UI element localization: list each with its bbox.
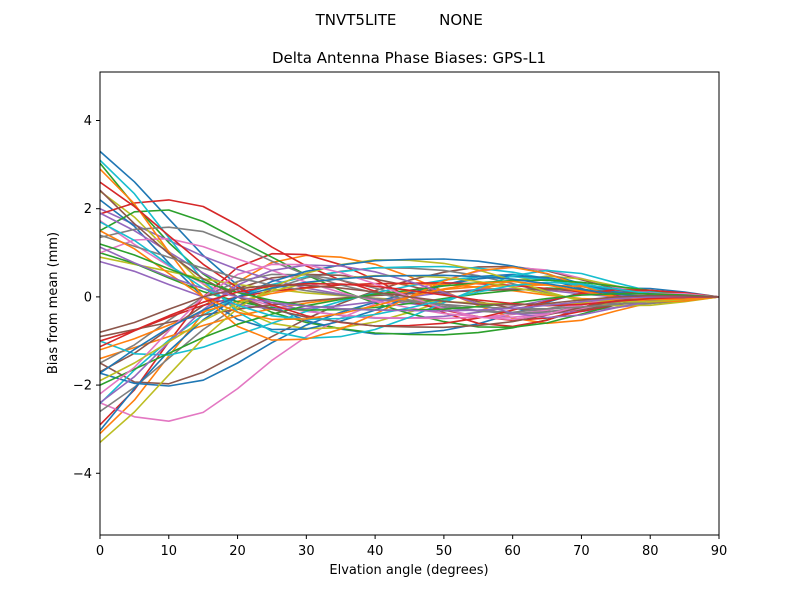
x-tick-label: 90 — [711, 544, 728, 559]
series-lines-group — [100, 150, 719, 444]
x-tick-label: 20 — [229, 544, 246, 559]
x-tick-label: 70 — [573, 544, 590, 559]
y-axis-ticks: −4 −2 0 2 4 — [73, 114, 100, 482]
y-tick-label: 0 — [84, 290, 92, 305]
x-tick-label: 40 — [367, 544, 384, 559]
bias-series-line — [100, 159, 719, 340]
figure-suptitle-radome: NONE — [439, 11, 483, 29]
bias-series-line — [100, 281, 719, 348]
x-axis-ticks: 0 10 20 30 40 50 60 70 80 90 — [96, 535, 727, 559]
x-tick-label: 10 — [161, 544, 178, 559]
bias-series-line — [100, 258, 719, 432]
y-tick-label: −2 — [73, 379, 92, 394]
bias-series-line — [100, 181, 719, 327]
y-tick-label: −4 — [73, 467, 92, 482]
bias-series-line — [100, 254, 719, 435]
bias-series-line — [100, 282, 719, 342]
x-tick-label: 50 — [436, 544, 453, 559]
bias-series-line — [100, 226, 719, 315]
x-tick-label: 80 — [642, 544, 659, 559]
bias-series-line — [100, 234, 719, 310]
bias-series-line — [100, 246, 719, 312]
axes-frame — [99, 71, 720, 536]
x-tick-label: 30 — [298, 544, 315, 559]
bias-series-line — [100, 284, 719, 334]
y-tick-label: 4 — [84, 114, 92, 129]
axes-title: Delta Antenna Phase Biases: GPS-L1 — [272, 49, 546, 67]
x-tick-label: 0 — [96, 544, 104, 559]
figure-suptitle-station: TNVT5LITE — [315, 11, 397, 29]
x-tick-label: 60 — [504, 544, 521, 559]
y-axis-label: Bias from mean (mm) — [46, 232, 61, 374]
x-axis-label: Elvation angle (degrees) — [329, 563, 488, 578]
y-tick-label: 2 — [84, 202, 92, 217]
